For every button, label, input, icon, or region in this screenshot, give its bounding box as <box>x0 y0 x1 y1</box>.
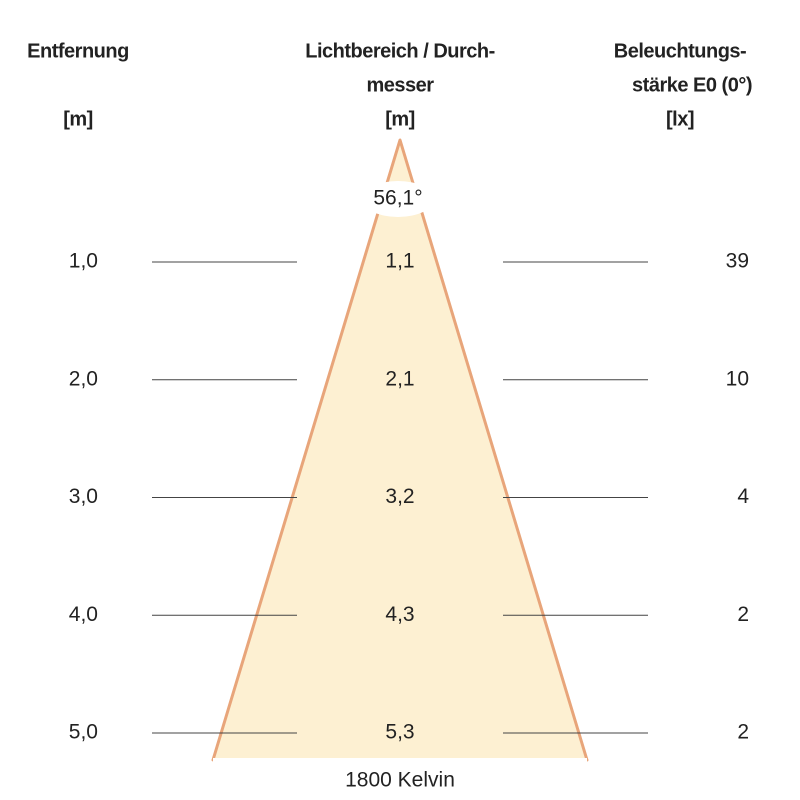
illuminance-unit: [lx] <box>666 108 694 130</box>
distance-value: 3,0 <box>69 485 98 508</box>
distance-value: 2,0 <box>69 367 98 390</box>
illuminance-value: 39 <box>726 250 749 273</box>
cone-base-mask <box>213 758 587 762</box>
distance-value: 5,0 <box>69 721 98 744</box>
footer: 1800 Kelvin <box>345 769 455 792</box>
diameter-header: Lichtbereich / Durch- <box>305 40 495 62</box>
diameter-value: 1,1 <box>385 250 414 273</box>
distance-value: 1,0 <box>69 250 98 273</box>
illuminance-header: Beleuchtungs- <box>614 40 746 62</box>
diameter-value: 3,2 <box>385 485 414 508</box>
diameter-unit: [m] <box>385 108 415 130</box>
illuminance-value: 2 <box>737 603 749 626</box>
illuminance-value: 4 <box>737 485 749 508</box>
illuminance-value: 2 <box>737 721 749 744</box>
distance-unit: [m] <box>63 108 93 130</box>
diameter-value: 4,3 <box>385 603 414 626</box>
beam-angle: 56,1° <box>373 187 422 210</box>
diameter-value: 2,1 <box>385 367 414 390</box>
diameter-value: 5,3 <box>385 721 414 744</box>
illuminance-header: stärke E0 (0°) <box>632 74 752 96</box>
illuminance-value: 10 <box>726 367 749 390</box>
diameter-header: messer <box>366 74 434 96</box>
distance-value: 4,0 <box>69 603 98 626</box>
distance-header: Entfernung <box>27 40 129 62</box>
angle-label-bg <box>362 181 434 217</box>
